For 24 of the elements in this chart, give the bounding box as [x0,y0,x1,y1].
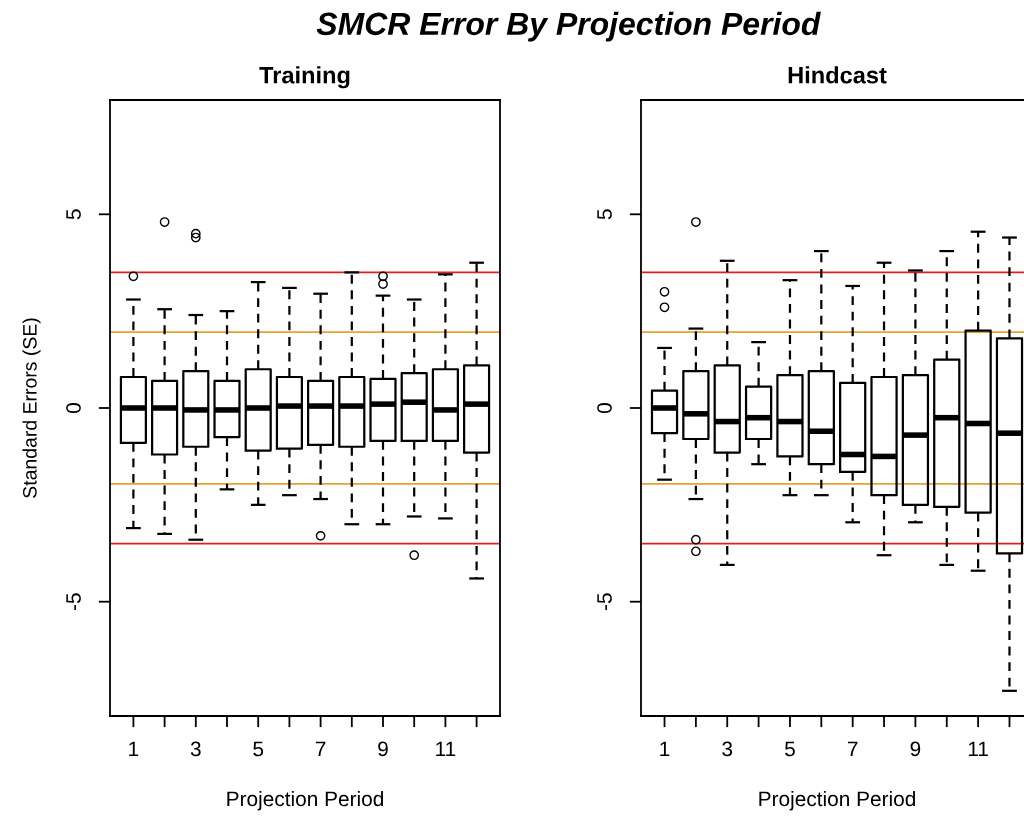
y-tick-label: 0 [597,403,612,413]
x-axis-title: Projection Period [759,790,915,811]
y-tick-label: 0 [66,403,81,413]
chart-title: Training [259,66,350,89]
y-tick-label: 5 [66,209,81,220]
x-axis-title: Projection Period [227,790,383,811]
chart-title: Hindcast [788,66,887,84]
x-tick-label: 7 [315,741,326,757]
x-tick-label: 5 [785,741,795,757]
x-tick-label: 5 [253,741,264,757]
y-axis-title: Standard Errors (SE) [22,318,41,498]
x-tick-label: 9 [378,741,388,757]
x-tick-label: 9 [910,741,921,757]
x-tick-label: 3 [722,741,733,757]
x-tick-label: 1 [129,741,139,757]
x-tick-label: 3 [190,741,201,757]
x-tick-label: 11 [436,741,456,757]
y-tick-label: -5 [597,593,612,611]
x-tick-label: 1 [660,741,670,757]
y-tick-label: -5 [66,593,81,611]
x-tick-label: 11 [968,741,988,757]
x-tick-label: 7 [847,741,858,757]
y-tick-label: 5 [597,209,612,220]
text: SMCR Error By Projection Period [316,11,821,42]
